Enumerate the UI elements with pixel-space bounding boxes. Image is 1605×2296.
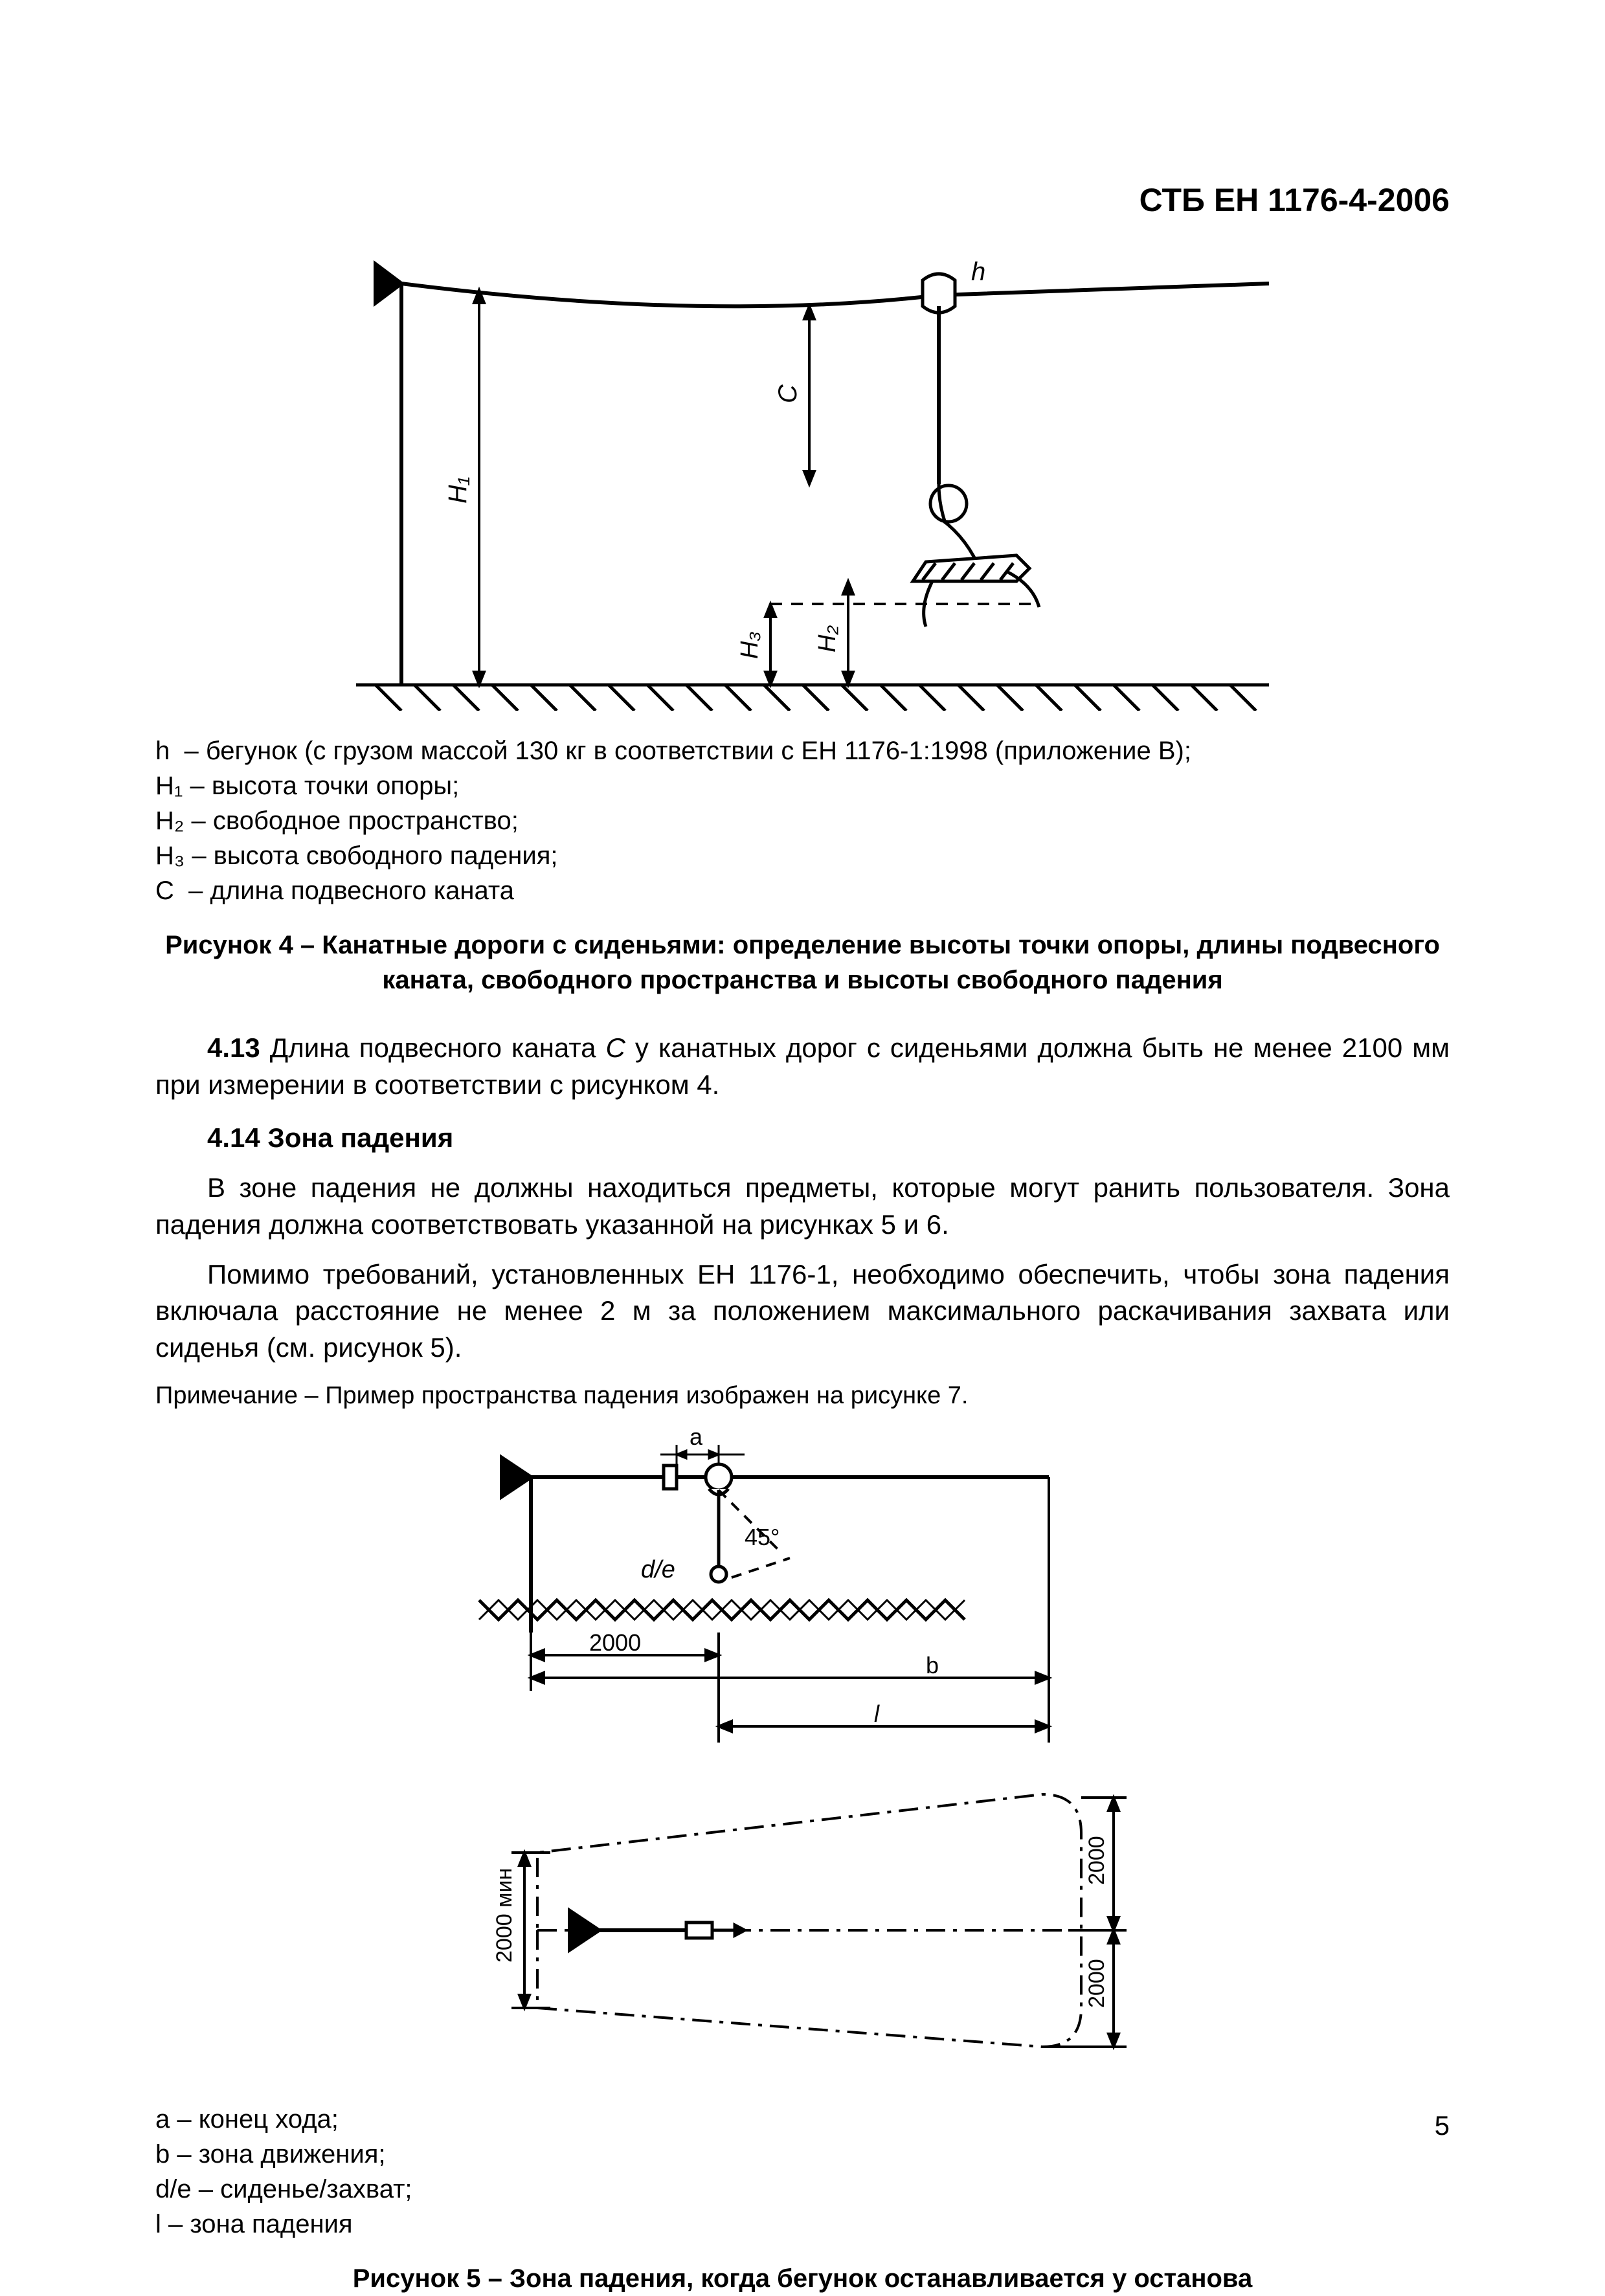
fig5-label-2000-r2: 2000 — [1084, 1959, 1109, 2008]
fig4-label-h1: H₁ — [443, 476, 472, 504]
figure-4-legend: h – бегунок (с грузом массой 130 кг в со… — [155, 733, 1450, 908]
figure-4-caption: Рисунок 4 – Канатные дороги с сиденьями:… — [155, 928, 1450, 998]
fig4-label-h2: H₂ — [814, 625, 841, 652]
page: СТБ ЕН 1176-4-2006 — [0, 0, 1605, 2271]
paragraph-4-13: 4.13 Длина подвесного каната С у канатны… — [155, 1030, 1450, 1103]
legend-row: H₂ – свободное пространство; — [155, 803, 1450, 838]
fig5-label-2000-top: 2000 — [589, 1629, 641, 1656]
fig4-label-c: C — [774, 384, 802, 403]
legend-row: b – зона движения; — [155, 2137, 1450, 2172]
legend-row: a – конец хода; — [155, 2102, 1450, 2137]
legend-row: C – длина подвесного каната — [155, 873, 1450, 908]
fig5-label-de: d/e — [641, 1556, 675, 1583]
legend-row: H₃ – высота свободного падения; — [155, 838, 1450, 873]
page-number: 5 — [1435, 2110, 1450, 2141]
doc-header: СТБ ЕН 1176-4-2006 — [155, 181, 1450, 219]
fig5-label-l: l — [874, 1700, 880, 1727]
paragraph-4-14-note: Примечание – Пример пространства падения… — [155, 1379, 1450, 1412]
fig5-label-b: b — [926, 1652, 939, 1678]
fig5-label-a: a — [690, 1432, 703, 1450]
fig5-label-45: 45° — [745, 1524, 780, 1550]
figure-5-legend: a – конец хода; b – зона движения; d/e –… — [155, 2102, 1450, 2242]
fig5-label-2000min: 2000 мин — [492, 1868, 517, 1963]
fig5-label-2000-r1: 2000 — [1084, 1836, 1109, 1885]
figure-4-svg: h — [317, 245, 1288, 711]
figure-5-svg: 45° d/e a — [382, 1432, 1224, 2079]
fig4-label-h3: H₃ — [736, 631, 763, 659]
legend-row: H₁ – высота точки опоры; — [155, 768, 1450, 803]
figure-4: h — [155, 245, 1450, 714]
fig4-label-h: h — [971, 258, 985, 286]
legend-row: d/e – сиденье/захват; — [155, 2172, 1450, 2207]
paragraph-4-14-a: В зоне падения не должны находиться пред… — [155, 1170, 1450, 1243]
legend-row: l – зона падения — [155, 2207, 1450, 2242]
paragraph-4-14-b: Помимо требований, установленных ЕН 1176… — [155, 1256, 1450, 1366]
legend-row: h – бегунок (с грузом массой 130 кг в со… — [155, 733, 1450, 768]
section-4-14-title: 4.14 Зона падения — [207, 1122, 1450, 1154]
figure-5: 45° d/e a — [155, 1432, 1450, 2082]
figure-5-caption: Рисунок 5 – Зона падения, когда бегунок … — [155, 2261, 1450, 2296]
